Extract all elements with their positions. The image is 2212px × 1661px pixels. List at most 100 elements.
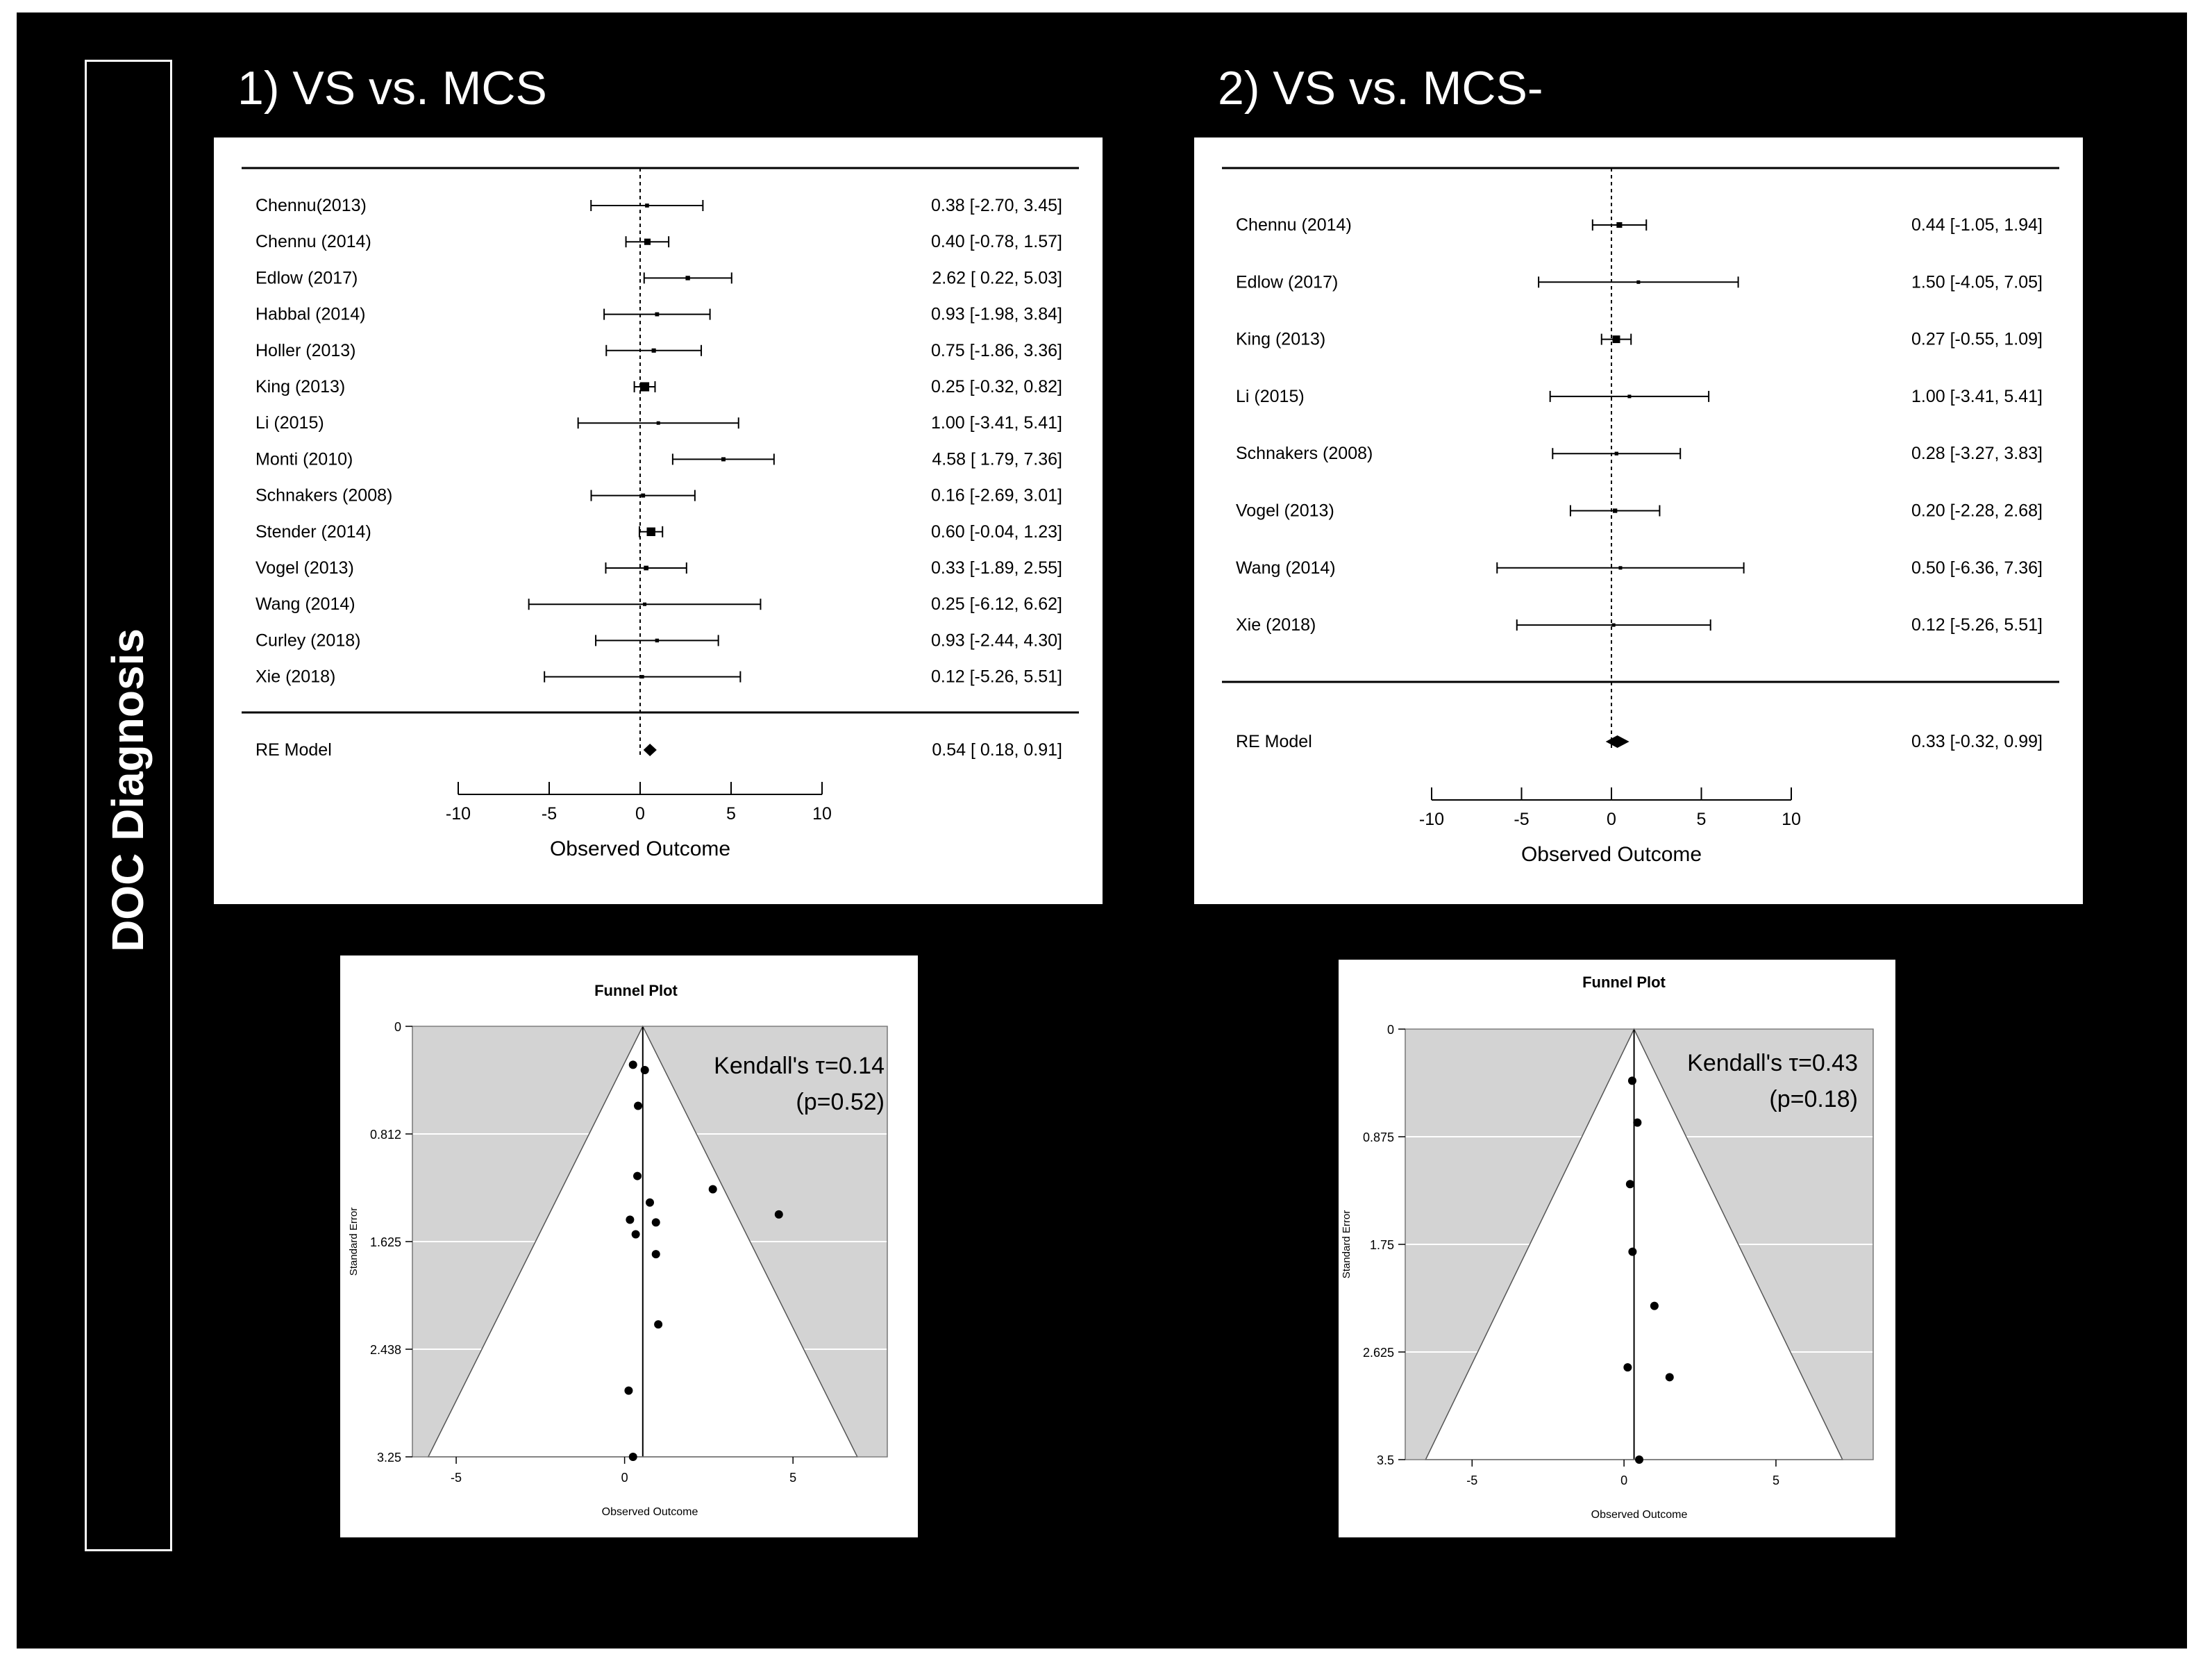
y-tick-label: 1.625 bbox=[370, 1235, 401, 1249]
study-estimate-marker bbox=[656, 421, 660, 425]
kendall-p-annotation: (p=0.18) bbox=[1769, 1086, 1858, 1112]
kendall-tau-annotation: Kendall's τ=0.43 bbox=[1687, 1050, 1858, 1076]
study-estimate-marker bbox=[1612, 335, 1620, 344]
study-name: Chennu (2014) bbox=[255, 232, 371, 251]
summary-diamond bbox=[643, 744, 657, 756]
study-point bbox=[628, 1453, 637, 1461]
funnel-plot-vs-mcs: Funnel Plot 0 0.812 1.625 2.438 3.25 Standard … bbox=[340, 955, 918, 1537]
x-tick-label: -5 bbox=[542, 804, 557, 824]
study-point bbox=[651, 1218, 660, 1227]
study-name: Habbal (2014) bbox=[255, 305, 365, 324]
study-estimate-label: 0.38 [-2.70, 3.45] bbox=[931, 196, 1062, 215]
summary-name: RE Model bbox=[1236, 732, 1312, 751]
study-estimate-label: 1.50 [-4.05, 7.05] bbox=[1911, 272, 2043, 292]
summary-label: 0.54 [ 0.18, 0.91] bbox=[932, 740, 1062, 760]
y-axis-label: Standard Error bbox=[348, 1208, 360, 1276]
study-estimate-label: 0.75 [-1.86, 3.36] bbox=[931, 341, 1062, 360]
study-point bbox=[640, 1065, 649, 1074]
study-name: Xie (2018) bbox=[1236, 615, 1316, 635]
x-tick-label: 5 bbox=[1697, 810, 1707, 829]
kendall-tau-annotation: Kendall's τ=0.14 bbox=[714, 1053, 885, 1079]
x-tick-label: -5 bbox=[1514, 810, 1529, 829]
study-estimate-marker bbox=[644, 565, 648, 571]
x-tick-label: 0 bbox=[1620, 1474, 1627, 1487]
study-name: King (2013) bbox=[255, 377, 345, 397]
study-estimate-marker bbox=[643, 602, 647, 606]
summary-label: 0.33 [-0.32, 0.99] bbox=[1911, 732, 2043, 751]
study-estimate-marker bbox=[1613, 508, 1618, 513]
study-estimate-marker bbox=[1616, 222, 1623, 228]
study-point bbox=[651, 1250, 660, 1259]
y-tick-label: 0 bbox=[394, 1020, 401, 1034]
study-name: Stender (2014) bbox=[255, 522, 371, 542]
study-point bbox=[626, 1215, 635, 1224]
plot-svg: Funnel Plot 0 0.875 1.75 2.625 3.5 Standard Er… bbox=[1341, 974, 1874, 1521]
x-tick-label: -5 bbox=[451, 1471, 462, 1485]
study-point bbox=[1623, 1363, 1632, 1372]
y-tick-label: 0 bbox=[1387, 1023, 1394, 1037]
study-estimate-label: 0.40 [-0.78, 1.57] bbox=[931, 232, 1062, 251]
x-tick-label: -10 bbox=[1419, 810, 1444, 829]
study-name: Vogel (2013) bbox=[255, 558, 354, 578]
plot-svg: Chennu(2013) 0.38 [-2.70, 3.45] Chennu (20… bbox=[242, 167, 1079, 860]
study-estimate-label: 0.25 [-6.12, 6.62] bbox=[931, 594, 1062, 614]
study-name: Curley (2018) bbox=[255, 631, 360, 650]
study-point bbox=[708, 1185, 717, 1194]
study-estimate-label: 0.28 [-3.27, 3.83] bbox=[1911, 444, 2043, 463]
study-estimate-label: 0.50 [-6.36, 7.36] bbox=[1911, 558, 2043, 578]
study-point bbox=[646, 1198, 654, 1207]
x-tick-label: 0 bbox=[621, 1471, 628, 1485]
study-name: Xie (2018) bbox=[255, 667, 335, 687]
study-point bbox=[634, 1101, 643, 1110]
study-point bbox=[1625, 1180, 1634, 1189]
study-estimate-label: 0.93 [-1.98, 3.84] bbox=[931, 305, 1062, 324]
study-estimate-marker bbox=[721, 457, 726, 462]
study-estimate-marker bbox=[1627, 394, 1632, 399]
y-tick-label: 0.812 bbox=[370, 1128, 401, 1142]
study-estimate-marker bbox=[1636, 280, 1641, 284]
x-tick-label: -5 bbox=[1466, 1474, 1477, 1487]
x-axis-label: Observed Outcome bbox=[602, 1506, 698, 1518]
study-point bbox=[1627, 1076, 1636, 1085]
funnel-title: Funnel Plot bbox=[594, 982, 678, 999]
y-tick-label: 3.25 bbox=[377, 1451, 401, 1464]
y-tick-label: 1.75 bbox=[1370, 1238, 1394, 1252]
study-estimate-label: 2.62 [ 0.22, 5.03] bbox=[932, 268, 1062, 287]
side-label-frame bbox=[85, 60, 172, 1551]
study-name: Schnakers (2008) bbox=[1236, 444, 1373, 463]
study-estimate-marker bbox=[646, 527, 655, 537]
x-axis-label: Observed Outcome bbox=[550, 837, 730, 860]
study-estimate-label: 0.33 [-1.89, 2.55] bbox=[931, 558, 1062, 578]
x-tick-label: 0 bbox=[1607, 810, 1616, 829]
x-tick-label: 5 bbox=[789, 1471, 796, 1485]
study-estimate-marker bbox=[639, 382, 650, 392]
study-estimate-label: 0.12 [-5.26, 5.51] bbox=[1911, 615, 2043, 635]
study-point bbox=[633, 1171, 642, 1180]
funnel-plot-vs-mcs-minus: Funnel Plot 0 0.875 1.75 2.625 3.5 Standard Er… bbox=[1339, 960, 1895, 1537]
side-label: DOC Diagnosis bbox=[103, 628, 153, 952]
section-title-2: 2) VS vs. MCS- bbox=[1218, 62, 1543, 115]
study-estimate-marker bbox=[685, 276, 690, 281]
study-estimate-label: 4.58 [ 1.79, 7.36] bbox=[932, 449, 1062, 469]
section-title-1: 1) VS vs. MCS bbox=[237, 62, 547, 115]
plot-svg: Funnel Plot 0 0.812 1.625 2.438 3.25 Standard … bbox=[348, 982, 888, 1518]
y-tick-label: 3.5 bbox=[1377, 1453, 1394, 1467]
study-name: Chennu(2013) bbox=[255, 196, 367, 215]
study-estimate-marker bbox=[640, 675, 644, 679]
summary-diamond bbox=[1605, 735, 1629, 748]
study-estimate-marker bbox=[655, 312, 660, 317]
study-estimate-marker bbox=[1614, 451, 1618, 456]
study-point bbox=[631, 1230, 640, 1239]
study-estimate-marker bbox=[644, 238, 651, 245]
study-name: Li (2015) bbox=[1236, 387, 1305, 406]
study-estimate-label: 0.60 [-0.04, 1.23] bbox=[931, 522, 1062, 542]
study-point bbox=[1628, 1247, 1637, 1256]
y-axis-label: Standard Error bbox=[1341, 1210, 1352, 1278]
figure-background: DOC Diagnosis 1) VS vs. MCS 2) VS vs. MC… bbox=[17, 12, 2187, 1649]
x-axis-label: Observed Outcome bbox=[1521, 843, 1702, 866]
x-axis-label: Observed Outcome bbox=[1591, 1509, 1688, 1521]
study-name: Schnakers (2008) bbox=[255, 486, 392, 506]
study-point bbox=[1633, 1118, 1642, 1127]
forest-plot-vs-mcs: Chennu(2013) 0.38 [-2.70, 3.45] Chennu (20… bbox=[214, 137, 1103, 904]
x-tick-label: 5 bbox=[1773, 1474, 1779, 1487]
